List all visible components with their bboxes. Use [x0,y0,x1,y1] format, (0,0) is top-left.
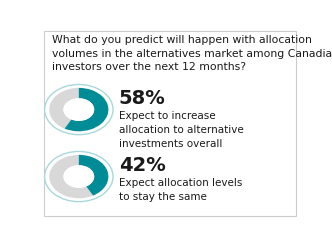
Text: What do you predict will happen with allocation
volumes in the alternatives mark: What do you predict will happen with all… [52,35,332,72]
Text: 42%: 42% [119,156,165,175]
Circle shape [63,165,94,188]
Wedge shape [79,155,108,196]
Text: 58%: 58% [119,89,165,108]
Wedge shape [49,155,93,198]
Text: Expect allocation levels
to stay the same: Expect allocation levels to stay the sam… [119,178,242,202]
Wedge shape [64,88,108,131]
Text: Expect to increase
allocation to alternative
investments overall: Expect to increase allocation to alterna… [119,111,243,149]
Wedge shape [49,88,79,129]
Circle shape [63,98,94,121]
